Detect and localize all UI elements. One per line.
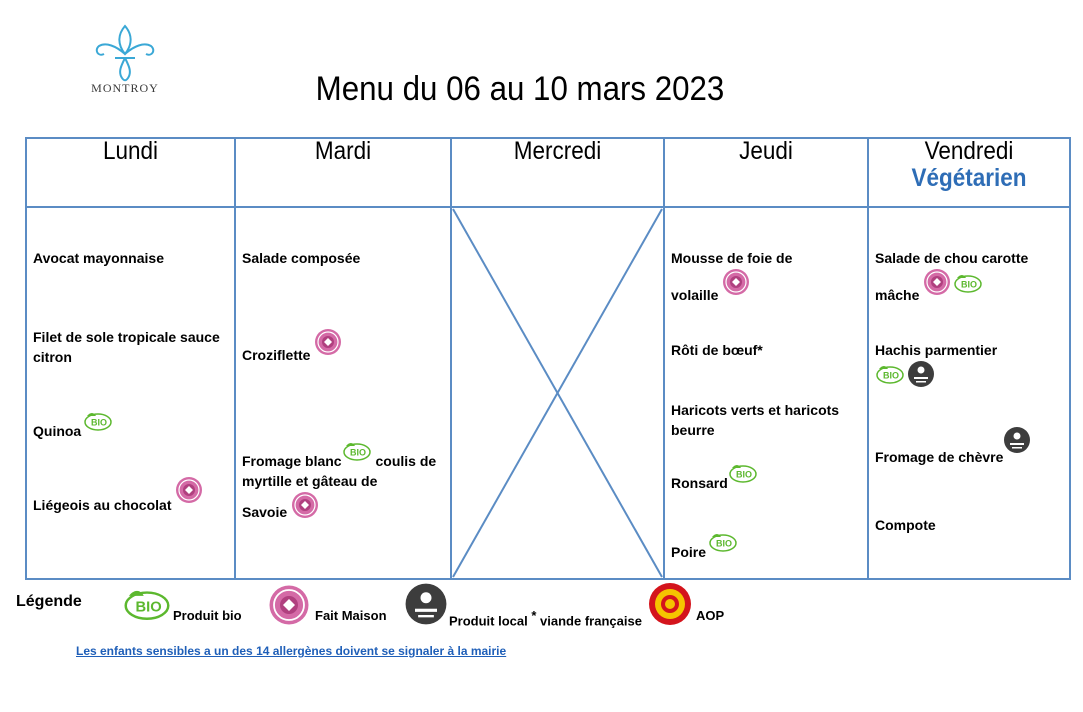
produit-local-icon [907,360,935,388]
bio-icon [708,531,738,553]
legend-label-aop: AOP [696,608,725,623]
legend: Légende Produit bio Fait Maison Produit … [0,580,1083,640]
legend-label-local: Produit local * viande française [449,608,642,628]
menu-item: Mousse de foie de volaille [671,248,863,305]
day-name: Mardi [314,137,372,165]
legend-local-text: Produit local [449,613,528,629]
dish-name: Poire [671,544,707,560]
dish-name: Avocat mayonnaise [33,250,164,266]
legend-local-text-2: viande française [540,613,642,629]
legend-label-bio: Produit bio [173,608,242,623]
fait-maison-icon [722,268,750,296]
menu-item: Avocat mayonnaise [33,248,231,268]
day-name: Vendredi [924,137,1014,165]
menu-item: Fromage de chèvre [875,426,1067,467]
menu-item: Croziflette [242,328,447,365]
legend-title: Légende [16,593,82,610]
dish-name: Filet de sole tropicale sauce citron [33,329,220,365]
menu-item: Poire [671,531,863,562]
menu-item: Haricots verts et haricots beurre [671,400,863,440]
allergen-notice-link[interactable]: Les enfants sensibles a un des 14 allerg… [76,644,507,658]
bio-icon [953,272,983,294]
legend-asterisk: * [531,608,537,623]
menu-item: Quinoa [33,410,231,441]
dish-name: Haricots verts et haricots beurre [671,402,840,438]
day-name: Lundi [102,137,159,165]
menu-item: Compote [875,515,1067,535]
dish-name: Salade de chou carotte [875,250,1029,266]
day-header-lundi: Lundi [27,137,234,166]
dish-name: Croziflette [242,347,311,363]
dish-name-continued: mâche [875,287,920,303]
fait-maison-icon [175,476,203,504]
day-name: Mercredi [513,137,602,165]
fait-maison-icon [291,491,319,519]
menu-item: Salade composée [242,248,447,268]
menu-item: Liégeois au chocolat [33,476,231,515]
dish-name: Liégeois au chocolat [33,497,172,513]
fait-maison-icon [268,584,310,626]
bio-icon [875,363,905,385]
dish-name: Quinoa [33,423,82,439]
dish-name: Mousse de foie de [671,250,793,266]
day-header-mardi: Mardi [236,137,450,166]
aop-icon [648,582,692,626]
dish-name: Hachis parmentier [875,342,998,358]
day-header-mercredi: Mercredi [452,137,663,166]
menu-item: Hachis parmentier [875,340,1067,388]
produit-local-icon [404,582,448,626]
legend-label-fait-maison: Fait Maison [315,608,387,623]
day-name: Jeudi [739,137,793,165]
bio-icon [728,462,758,484]
dish-name: Compote [875,517,936,533]
menu-item: Filet de sole tropicale sauce citron [33,327,231,367]
menu-item: Salade de chou carotte mâche [875,248,1067,305]
day-header-jeudi: Jeudi [665,137,867,166]
fait-maison-icon [923,268,951,296]
dish-name-end: Savoie [242,504,288,520]
logo-text: MONTROY [91,81,159,95]
fait-maison-icon [314,328,342,356]
produit-local-icon [1003,426,1031,454]
closed-day-cross [452,208,663,578]
menu-item: Rôti de bœuf* [671,340,863,360]
dish-name: Rôti de bœuf* [671,342,763,358]
montroy-logo: MONTROY [82,20,168,95]
bio-icon [83,410,113,432]
dish-name: Fromage de chèvre [875,449,1004,465]
bio-icon [122,586,172,622]
page-title: Menu du 06 au 10 mars 2023 [315,70,725,108]
vegetarian-label: Végétarien [911,164,1027,192]
day-header-vendredi: Vendredi Végétarien [869,137,1069,193]
dish-name-continued: volaille [671,287,719,303]
dish-name: Fromage blanc [242,453,342,469]
dish-name: Ronsard [671,475,728,491]
dish-name: Salade composée [242,250,361,266]
bio-icon [342,440,372,462]
menu-item: Ronsard [671,462,863,493]
menu-item: Fromage blanc coulis de myrtille et gâte… [242,440,447,522]
dish-name-continued: coulis de myrtille et gâteau de [242,453,437,489]
fleur-de-lis-icon [95,24,155,82]
